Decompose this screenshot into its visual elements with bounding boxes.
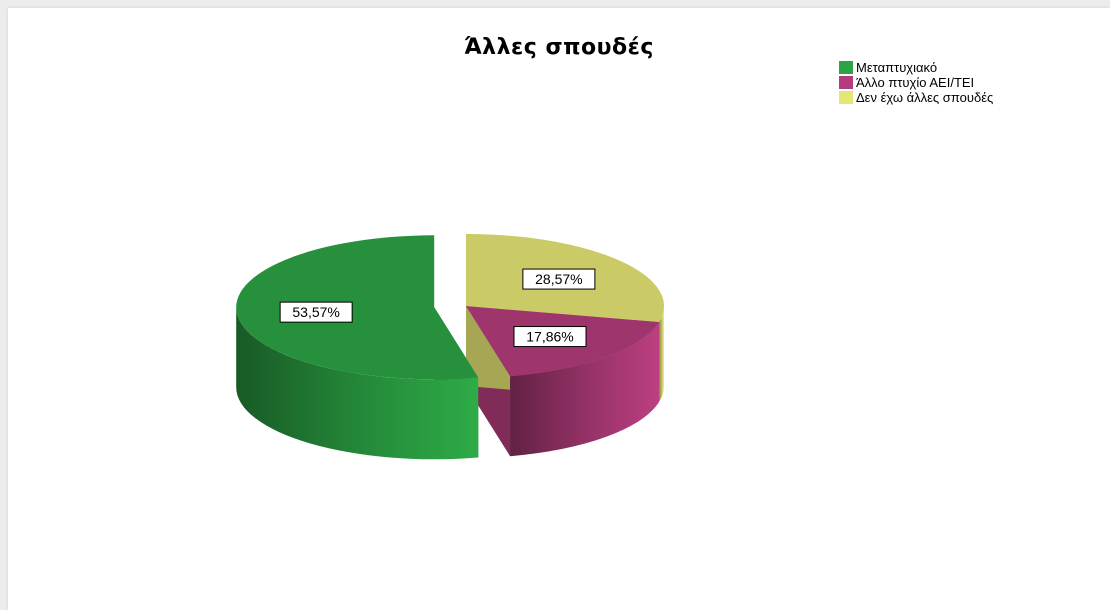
svg-text:28,57%: 28,57%	[535, 271, 582, 287]
slice-data-label: 17,86%	[513, 326, 587, 348]
slice-data-label: 53,57%	[279, 301, 353, 323]
legend-item: Άλλο πτυχίο ΑΕΙ/ΤΕΙ	[839, 75, 993, 90]
svg-text:17,86%: 17,86%	[526, 329, 573, 345]
legend-item: Μεταπτυχιακό	[839, 60, 993, 75]
chart-legend: Μεταπτυχιακό Άλλο πτυχίο ΑΕΙ/ΤΕΙ Δεν έχω…	[839, 60, 993, 105]
legend-item: Δεν έχω άλλες σπουδές	[839, 90, 993, 105]
legend-label: Άλλο πτυχίο ΑΕΙ/ΤΕΙ	[856, 75, 975, 90]
legend-label: Δεν έχω άλλες σπουδές	[856, 90, 994, 105]
slice-data-label: 28,57%	[522, 268, 596, 290]
legend-swatch-no-other-studies	[839, 91, 853, 104]
legend-label: Μεταπτυχιακό	[856, 60, 938, 75]
legend-swatch-other-degree	[839, 76, 853, 89]
slice-wall	[510, 322, 660, 457]
slice-wall	[236, 307, 479, 460]
pie-slice: Μεταπτυχιακό	[236, 235, 479, 380]
chart-title: Άλλες σπουδές	[464, 35, 654, 60]
svg-text:53,57%: 53,57%	[292, 304, 339, 320]
slice-wall	[659, 306, 664, 403]
legend-swatch-postgraduate	[839, 61, 853, 74]
